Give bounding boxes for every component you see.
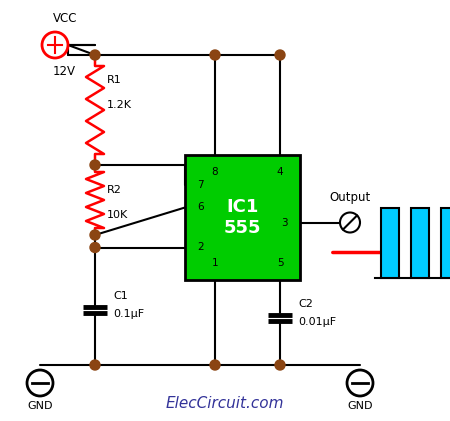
Circle shape: [340, 213, 360, 232]
Text: R1: R1: [107, 75, 122, 85]
Text: R2: R2: [107, 185, 122, 195]
Text: 1.2K: 1.2K: [107, 100, 132, 110]
Circle shape: [90, 242, 100, 253]
Circle shape: [90, 230, 100, 240]
Text: 10K: 10K: [107, 210, 128, 220]
Text: Output: Output: [329, 192, 371, 205]
Text: 4: 4: [277, 167, 284, 177]
Circle shape: [210, 360, 220, 370]
Circle shape: [90, 360, 100, 370]
Bar: [381, 208, 399, 277]
Bar: [185, 155, 300, 280]
Text: 12V: 12V: [53, 65, 76, 78]
Text: 3: 3: [281, 218, 288, 227]
Circle shape: [90, 50, 100, 60]
Text: IC1
555: IC1 555: [224, 198, 261, 237]
Circle shape: [210, 50, 220, 60]
Text: 0.01μF: 0.01μF: [298, 317, 336, 327]
Text: 1: 1: [212, 258, 218, 268]
Text: 8: 8: [212, 167, 218, 177]
Text: VCC: VCC: [53, 12, 77, 25]
Bar: [411, 208, 429, 277]
Circle shape: [275, 50, 285, 60]
Text: 5: 5: [277, 258, 284, 268]
Text: GND: GND: [347, 401, 373, 411]
Text: 7: 7: [197, 180, 203, 190]
Text: C2: C2: [298, 299, 313, 309]
Text: ElecCircuit.com: ElecCircuit.com: [166, 395, 284, 410]
Circle shape: [90, 160, 100, 170]
Text: 2: 2: [197, 242, 203, 253]
Text: 6: 6: [197, 203, 203, 213]
Bar: [441, 208, 450, 277]
Text: GND: GND: [27, 401, 53, 411]
Circle shape: [275, 360, 285, 370]
Text: C1: C1: [113, 291, 128, 301]
Text: 0.1μF: 0.1μF: [113, 309, 144, 319]
